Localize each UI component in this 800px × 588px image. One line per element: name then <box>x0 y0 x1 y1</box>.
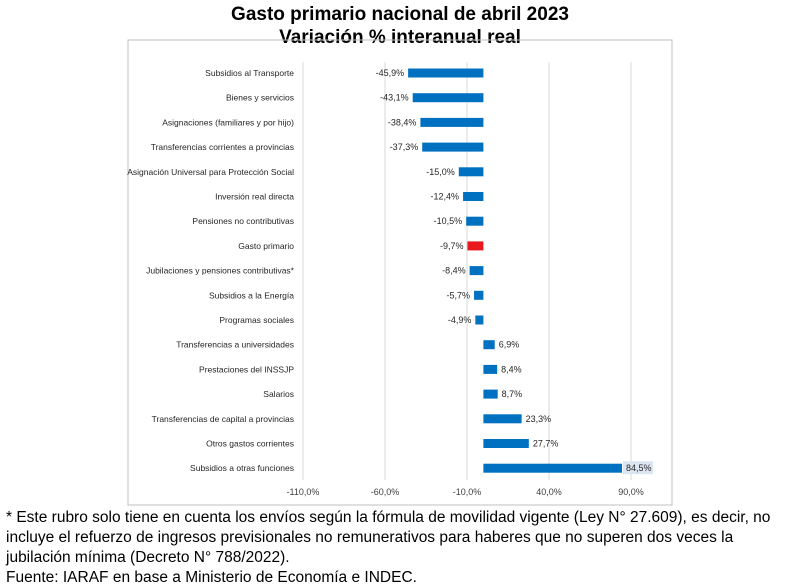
bar <box>474 290 484 300</box>
category-label: Salarios <box>263 389 294 399</box>
data-label: -38,4% <box>388 117 417 127</box>
data-label: -45,9% <box>376 68 405 78</box>
data-label: 23,3% <box>526 414 552 424</box>
data-label: 8,4% <box>501 364 522 374</box>
bar <box>412 93 484 103</box>
bar <box>483 340 495 350</box>
chart-title: Gasto primario nacional de abril 2023 <box>231 4 569 25</box>
category-label: Inversión real directa <box>215 192 294 202</box>
x-tick-label: -110,0% <box>287 487 320 497</box>
data-label: -37,3% <box>390 142 419 152</box>
category-label: Jubilaciones y pensiones contributivas* <box>146 266 295 276</box>
data-label: 8,7% <box>502 389 523 399</box>
category-label: Programas sociales <box>219 315 294 325</box>
data-label: -8,4% <box>442 266 466 276</box>
data-label: -4,9% <box>448 315 472 325</box>
data-label: 6,9% <box>499 340 520 350</box>
category-label: Bienes y servicios <box>226 93 294 103</box>
bar <box>483 389 498 399</box>
x-tick-label: -10,0% <box>453 487 482 497</box>
bar <box>463 192 484 201</box>
bar <box>422 142 484 152</box>
category-label: Transferencias corrientes a provincias <box>151 142 294 152</box>
bar <box>467 241 484 251</box>
x-tick-label: 90,0% <box>618 487 644 497</box>
bar <box>420 117 484 127</box>
category-label: Subsidios a la Energía <box>209 290 294 300</box>
category-label: Asignación Universal para Protección Soc… <box>127 167 294 177</box>
data-label: -9,7% <box>440 241 464 251</box>
category-label: Pensiones no contributivas <box>192 216 294 226</box>
data-label: -5,7% <box>447 290 471 300</box>
category-label: Gasto primario <box>238 241 294 251</box>
label-highlight-box <box>622 461 653 475</box>
x-tick-label: 40,0% <box>536 487 562 497</box>
category-label: Transferencias a universidades <box>176 340 294 350</box>
data-label: -15,0% <box>426 167 455 177</box>
bar <box>483 463 622 473</box>
bar <box>469 266 484 276</box>
category-label: Subsidios a otras funciones <box>190 463 294 473</box>
category-label: Otros gastos corrientes <box>206 439 294 449</box>
bar <box>483 414 522 424</box>
bar <box>475 315 484 325</box>
category-label: Subsidios al Transporte <box>205 68 294 78</box>
data-label: -12,4% <box>431 192 460 202</box>
category-label: Transferencias de capital a provincias <box>152 414 294 424</box>
data-label: -43,1% <box>380 93 409 103</box>
category-label: Asignaciones (familiares y por hijo) <box>162 117 294 127</box>
footnote: * Este rubro solo tiene en cuenta los en… <box>6 509 771 566</box>
data-label: -10,5% <box>434 216 463 226</box>
bar <box>408 68 484 78</box>
bar <box>466 216 484 226</box>
bar <box>458 167 484 177</box>
category-label: Prestaciones del INSSJP <box>199 364 294 374</box>
bar <box>483 439 529 448</box>
chart-subtitle: Variación % interanual real <box>279 27 521 48</box>
x-tick-label: -60,0% <box>371 487 400 497</box>
source-note: Fuente: IARAF en base a Ministerio de Ec… <box>6 569 417 586</box>
bar <box>483 364 498 374</box>
data-label: 84,5% <box>626 463 652 473</box>
data-label: 27,7% <box>533 439 559 449</box>
plot-frame <box>127 39 673 506</box>
